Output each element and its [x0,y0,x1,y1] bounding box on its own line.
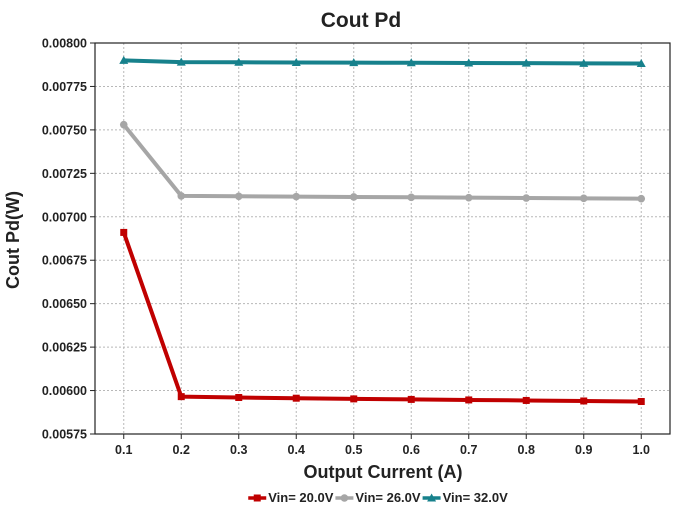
x-tick-label: 0.6 [403,443,420,457]
y-tick-label: 0.00600 [42,384,87,398]
series-line [123,58,642,66]
data-point [521,58,531,67]
y-tick-label: 0.00575 [42,428,87,442]
data-point [406,58,416,67]
data-point [579,58,589,67]
legend-label: Vin= 20.0V [268,490,333,505]
data-point [176,57,186,66]
data-point [292,394,300,402]
y-tick-label: 0.00625 [42,341,87,355]
x-axis-label: Output Current (A) [304,462,463,482]
data-point [637,194,646,203]
legend-marker [340,494,349,502]
x-tick-label: 0.4 [288,443,305,457]
legend-label: Vin= 26.0V [355,490,420,505]
x-axis-ticks: 0.1 0.2 0.3 0.4 0.5 0.6 0.7 0.8 0.9 1.0 [115,434,650,457]
y-tick-label: 0.00675 [42,254,87,268]
data-point [464,193,473,202]
y-axis-label: Cout Pd(W) [3,191,23,289]
data-point [636,59,646,68]
series-3 [119,55,646,68]
series-2 [119,120,646,203]
x-tick-label: 0.8 [518,443,535,457]
data-point [120,228,128,236]
legend-item: Vin= 32.0V [422,490,508,505]
data-point [234,57,244,66]
y-tick-label: 0.00650 [42,297,87,311]
series-1 [120,228,645,406]
data-point [177,192,186,200]
data-point [235,394,243,402]
data-point [465,396,473,404]
grid [95,43,670,434]
legend: Vin= 20.0V Vin= 26.0V Vin= 32.0V [248,490,508,505]
x-tick-label: 1.0 [633,443,650,457]
y-axis-ticks: 0.00575 0.00600 0.00625 0.00650 0.00675 0.007… [42,37,95,442]
x-tick-label: 0.7 [460,443,477,457]
data-point [119,55,129,64]
x-tick-label: 0.2 [173,443,190,457]
data-point [349,58,359,67]
data-point [407,395,415,403]
data-point [292,192,301,201]
y-tick-label: 0.00750 [42,123,87,137]
data-point [177,393,185,401]
data-point [522,396,530,404]
data-point [349,193,358,201]
data-point [291,57,301,66]
chart-title: Cout Pd [321,9,401,32]
y-tick-label: 0.00725 [42,167,87,181]
data-point [119,120,128,129]
series-line [122,123,642,201]
series-line [121,231,642,404]
legend-label: Vin= 32.0V [443,490,508,505]
data-point [464,58,474,67]
series-group [119,55,646,406]
data-point [637,398,645,406]
x-tick-label: 0.9 [575,443,592,457]
x-tick-label: 0.1 [115,443,132,457]
y-tick-label: 0.00775 [42,80,87,94]
legend-item: Vin= 26.0V [335,490,421,505]
data-point [580,397,588,405]
y-tick-label: 0.00700 [42,210,87,224]
plot-area-frame [94,42,671,435]
y-tick-label: 0.00800 [42,37,87,51]
legend-marker [427,493,437,502]
data-point [234,192,243,201]
legend-marker [253,494,261,502]
data-point [350,395,358,403]
data-point [579,194,588,203]
x-tick-label: 0.5 [345,443,362,457]
x-tick-label: 0.3 [230,443,247,457]
data-point [407,193,416,202]
data-point [522,194,531,202]
legend-item: Vin= 20.0V [248,490,334,505]
